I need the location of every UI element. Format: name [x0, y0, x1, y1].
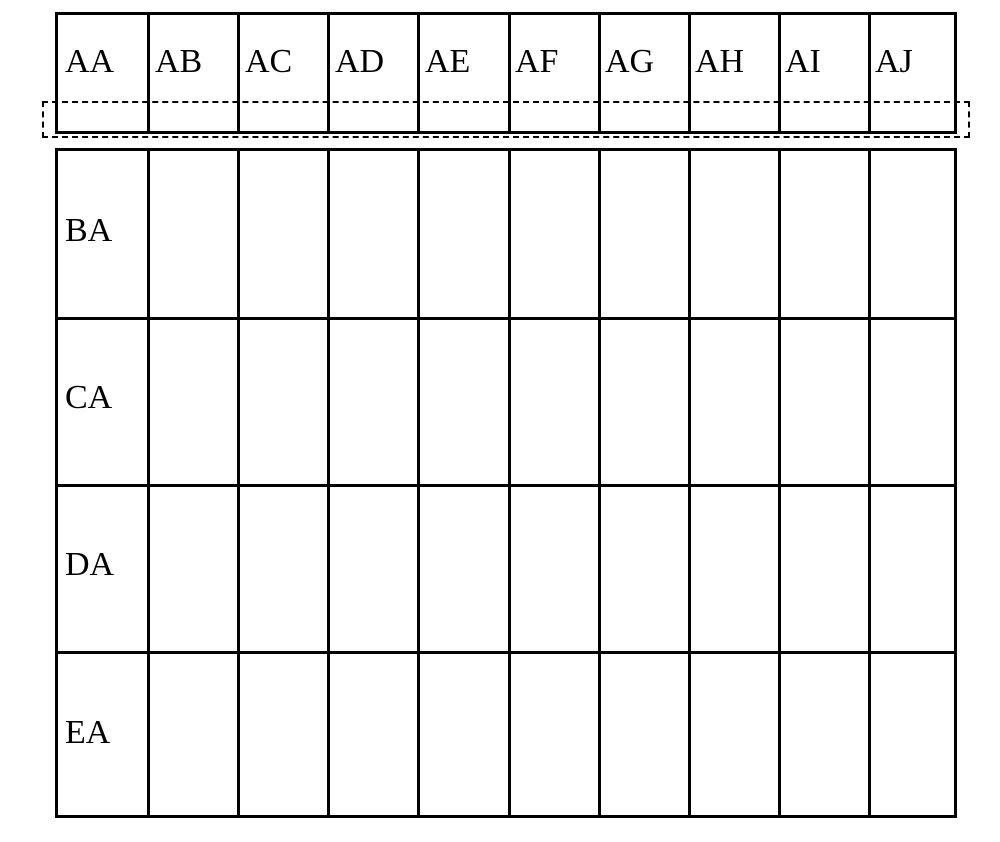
row-label: CA: [55, 314, 145, 481]
grid-col-line: [417, 151, 420, 815]
bottom-grid: [55, 148, 957, 818]
grid-row-line: [58, 484, 954, 487]
grid-col-line: [688, 151, 691, 815]
header-cell: AH: [685, 12, 775, 112]
header-cell: AG: [595, 12, 685, 112]
grid-row-line: [58, 317, 954, 320]
header-cell: AE: [415, 12, 505, 112]
grid-col-line: [327, 151, 330, 815]
grid-col-line: [237, 151, 240, 815]
diagram-container: AA AB AC AD AE AF AG AH AI AJ BA CA DA E…: [0, 0, 1000, 842]
header-cell: AJ: [865, 12, 955, 112]
row-label: BA: [55, 148, 145, 314]
row-label: EA: [55, 648, 145, 818]
grid-col-line: [147, 151, 150, 815]
header-cell: AD: [325, 12, 415, 112]
header-cell: AI: [775, 12, 865, 112]
header-cell: AF: [505, 12, 595, 112]
grid-row-line: [58, 651, 954, 654]
grid-col-line: [598, 151, 601, 815]
header-cell: AC: [235, 12, 325, 112]
header-cell: AB: [145, 12, 235, 112]
header-cell: AA: [55, 12, 145, 112]
grid-col-line: [508, 151, 511, 815]
grid-col-line: [868, 151, 871, 815]
row-label: DA: [55, 481, 145, 648]
dashed-selection-row: [42, 101, 970, 138]
grid-col-line: [778, 151, 781, 815]
